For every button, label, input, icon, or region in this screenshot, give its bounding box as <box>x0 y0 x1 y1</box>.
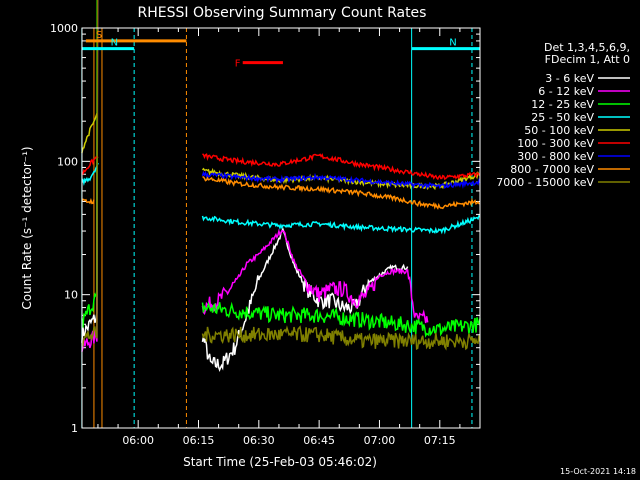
series-line <box>81 0 99 348</box>
series-line <box>201 301 481 338</box>
legend-label: 800 - 7000 keV <box>510 163 594 176</box>
series-line <box>201 325 481 351</box>
x-tick-label: 06:30 <box>243 434 275 447</box>
series-line <box>201 170 481 190</box>
flag-marker-label: N <box>111 38 118 49</box>
legend-label: 6 - 12 keV <box>538 85 594 98</box>
y-tick-label: 1 <box>71 422 78 435</box>
series-line <box>202 176 481 210</box>
legend-label: 3 - 6 keV <box>545 72 594 85</box>
flag-marker-label: F <box>235 59 241 70</box>
x-tick-label: 07:00 <box>364 434 396 447</box>
flag-marker-label: S <box>96 30 102 41</box>
legend-header-line-2: FDecim 1, Att 0 <box>545 53 630 66</box>
legend-label: 7000 - 15000 keV <box>496 176 594 189</box>
legend-label: 50 - 100 keV <box>524 124 594 137</box>
legend-label: 100 - 300 keV <box>517 137 594 150</box>
series-line <box>201 228 429 324</box>
series-line <box>201 214 481 235</box>
series-line <box>81 113 99 154</box>
legend-label: 25 - 50 keV <box>531 111 594 124</box>
x-axis-label: Start Time (25-Feb-03 05:46:02) <box>183 455 377 469</box>
y-axis-label: Count Rate (s⁻¹ detector⁻¹) <box>20 146 34 309</box>
x-tick-label: 06:00 <box>122 434 154 447</box>
x-tick-label: 06:45 <box>303 434 335 447</box>
series-line <box>81 0 98 328</box>
footer-timestamp: 15-Oct-2021 14:18 <box>560 467 636 476</box>
y-tick-label: 1000 <box>50 22 78 35</box>
x-tick-label: 07:15 <box>424 434 456 447</box>
plot-area: 1 10 100 1000 06:00 06:15 06:30 06:45 07:00 07:15… <box>50 0 481 447</box>
flag-marker-label: N <box>449 38 456 49</box>
series-line <box>81 0 99 343</box>
y-tick-label: 100 <box>57 155 78 168</box>
series-line <box>81 162 99 186</box>
x-tick-label: 06:15 <box>183 434 215 447</box>
series-line <box>201 167 481 191</box>
series-line <box>81 197 95 205</box>
legend-label: 12 - 25 keV <box>531 98 594 111</box>
legend-header-line-1: Det 1,3,4,5,6,9, <box>544 41 630 54</box>
y-tick-label: 10 <box>64 289 78 302</box>
series-line <box>201 153 481 181</box>
series-line <box>81 155 99 176</box>
legend-label: 300 - 800 keV <box>517 150 594 163</box>
chart-title: RHESSI Observing Summary Count Rates <box>138 5 427 21</box>
plot-frame <box>81 27 481 429</box>
